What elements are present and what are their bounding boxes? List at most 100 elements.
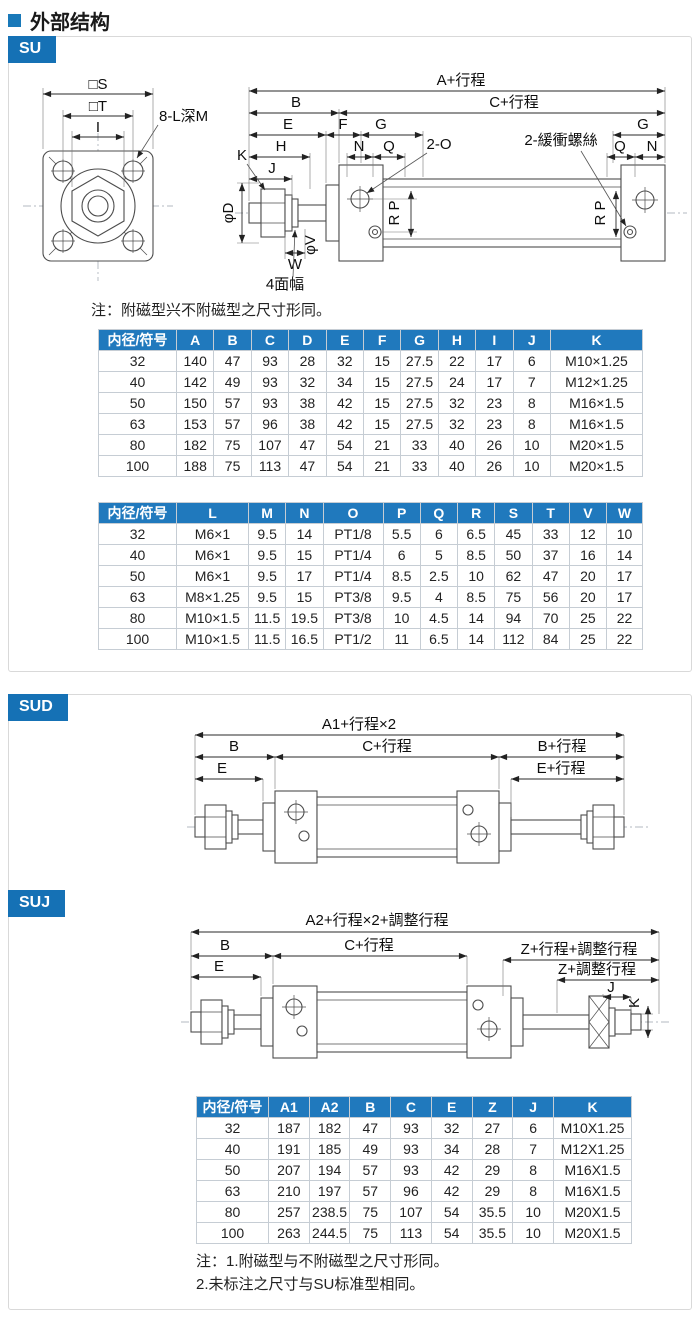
table-cell: 113 (390, 1222, 432, 1244)
table-row: 40 142 49 93 32 34 15 27.5 24 17 7 M12×1.25 (98, 371, 643, 393)
table-cell: 8 (512, 413, 552, 435)
table-cell: 50 (494, 544, 533, 566)
table-cell: 6 (512, 350, 552, 372)
table-cell: 94 (494, 607, 533, 629)
table-cell: PT1/2 (322, 628, 384, 650)
dim-label-c-stroke: C+行程 (489, 94, 539, 111)
dim-label-n: N (354, 138, 365, 155)
table-cell: 6.5 (419, 628, 459, 650)
table-cell: 238.5 (308, 1201, 351, 1223)
table-cell: 63 (98, 586, 177, 608)
column-header: Z (471, 1096, 514, 1118)
table-cell: 23 (475, 392, 514, 414)
column-header: D (288, 329, 327, 351)
table-cell: 14 (606, 544, 643, 566)
table-cell: 40 (437, 455, 477, 477)
table-cell: 112 (494, 628, 533, 650)
callout-flats: 4面幅 (266, 276, 304, 293)
table-cell: 32 (98, 523, 177, 545)
table-cell: 207 (268, 1159, 310, 1181)
table-cell: M20×1.5 (550, 434, 643, 456)
table-cell: 10 (512, 1222, 554, 1244)
dim-label-g: G (375, 116, 387, 133)
table-cell: 42 (430, 1180, 473, 1202)
table-row: 100 M10×1.5 11.5 16.5 PT1/2 11 6.5 14 112 84 25 22 (98, 628, 643, 650)
column-header: C (390, 1096, 432, 1118)
table-cell: 7 (512, 1138, 554, 1160)
table-cell: PT1/8 (322, 523, 384, 545)
table-row: 50 150 57 93 38 42 15 27.5 32 23 8 M16×1.5 (98, 392, 643, 414)
table-cell: M10×1.5 (176, 607, 249, 629)
column-header: K (553, 1096, 632, 1118)
dim-label-j: J (268, 160, 276, 177)
table-cell: 45 (494, 523, 533, 545)
table-cell: 63 (98, 413, 177, 435)
table-cell: 10 (456, 565, 496, 587)
table-cell: 27.5 (400, 371, 439, 393)
table-row: 32 187 182 47 93 32 27 6 M10X1.25 (196, 1117, 632, 1139)
table-cell: 19.5 (285, 607, 324, 629)
table-cell: 6 (382, 544, 421, 566)
table-cell: M10×1.25 (550, 350, 643, 372)
table-cell: 5.5 (382, 523, 421, 545)
table-cell: 11 (382, 628, 421, 650)
table-row: 50 M6×1 9.5 17 PT1/4 8.5 2.5 10 62 47 20 17 (98, 565, 643, 587)
column-header: J (512, 329, 552, 351)
column-header: 内径/符号 (98, 502, 177, 524)
table-cell: 93 (250, 392, 290, 414)
table-cell: 42 (325, 413, 364, 435)
table-cell: 32 (288, 371, 327, 393)
table-cell: 2.5 (419, 565, 459, 587)
table-cell: 50 (98, 565, 177, 587)
table-cell: 107 (250, 434, 290, 456)
table-cell: 15 (362, 350, 402, 372)
table-cell: 20 (568, 565, 608, 587)
dim-label-n-right: N (647, 138, 658, 155)
table-cell: 185 (308, 1138, 351, 1160)
table-cell: 14 (456, 628, 496, 650)
table-header-row: 内径/符号 L M N O P Q R S T V W (98, 502, 643, 524)
table-cell: 100 (98, 455, 177, 477)
su-section: SU □S (8, 36, 692, 672)
suj-cylinder-view: A2+行程×2+調整行程 B C+行程 Z+行程+調整行程 E Z+調整行程 J… (181, 912, 669, 1059)
table-cell: 182 (308, 1117, 351, 1139)
dim-label-phi-d: φD (220, 203, 237, 224)
dim-label-j: J (607, 979, 615, 996)
dim-label-h: H (276, 138, 287, 155)
table-cell: 50 (98, 392, 177, 414)
table-cell: 47 (531, 565, 570, 587)
dim-label-c-stroke: C+行程 (362, 738, 412, 755)
table-cell: 257 (268, 1201, 310, 1223)
callout-ports: 2-O (426, 136, 451, 153)
table-cell: 42 (325, 392, 364, 414)
dim-label-rp-right: R P (592, 200, 609, 225)
table-cell: M10×1.5 (176, 628, 249, 650)
table-cell: 8 (512, 1180, 554, 1202)
suj-dimension-drawing: A2+行程×2+調整行程 B C+行程 Z+行程+調整行程 E Z+調整行程 J… (181, 912, 669, 1059)
su-badge: SU (8, 36, 57, 63)
table-cell: 32 (430, 1117, 473, 1139)
table-cell: 142 (175, 371, 215, 393)
dim-label-e: E (214, 958, 224, 975)
table-cell: 187 (268, 1117, 310, 1139)
table-row: 40 191 185 49 93 34 28 7 M12X1.25 (196, 1138, 632, 1160)
table-cell: 40 (98, 371, 177, 393)
table-cell: 12 (568, 523, 608, 545)
table-cell: 197 (308, 1180, 351, 1202)
table-cell: 15 (362, 371, 402, 393)
column-header: 内径/符号 (98, 329, 177, 351)
table-cell: 10 (382, 607, 421, 629)
table-cell: 24 (437, 371, 477, 393)
table-cell: 29 (471, 1159, 514, 1181)
table-cell: M16×1.5 (550, 413, 643, 435)
table-cell: 93 (390, 1117, 432, 1139)
column-header: F (362, 329, 402, 351)
dim-label-holes: 8-L深M (159, 108, 208, 125)
column-header: K (550, 329, 643, 351)
table-header-row: 内径/符号 A B C D E F G H I J K (98, 329, 643, 351)
table-cell: M16X1.5 (553, 1159, 632, 1181)
note-line-1: 注：1.附磁型与不附磁型之尺寸形同。 (196, 1253, 449, 1270)
column-header: J (512, 1096, 554, 1118)
table-cell: 28 (288, 350, 327, 372)
